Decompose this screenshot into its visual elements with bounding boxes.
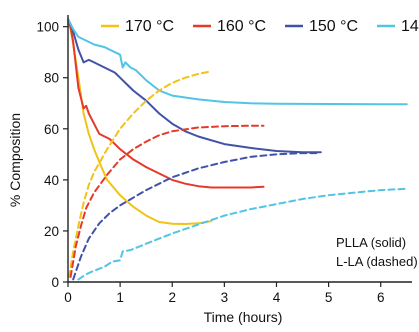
legend-label: 150 °C bbox=[309, 18, 358, 35]
y-tick-label: 40 bbox=[44, 173, 59, 188]
legend: 170 °C 160 °C 150 °C 140 °C bbox=[101, 18, 419, 35]
x-tick-label: 1 bbox=[116, 290, 124, 305]
x-tick-label: 4 bbox=[273, 290, 281, 305]
series-line-lla-140c bbox=[77, 187, 408, 281]
x-axis-ticks: 0 1 2 3 4 5 6 bbox=[64, 282, 384, 305]
series-line-plla-150c bbox=[67, 18, 322, 154]
series-line-plla-140c bbox=[67, 18, 408, 106]
y-tick-label: 80 bbox=[44, 71, 59, 86]
series-line-lla-160c bbox=[69, 124, 265, 278]
annotation-plla: PLLA (solid) bbox=[336, 235, 406, 250]
annotation-lla: L-LA (dashed) bbox=[336, 254, 418, 269]
x-tick-label: 5 bbox=[325, 290, 333, 305]
y-tick-label: 0 bbox=[51, 275, 59, 290]
y-axis-label: % Composition bbox=[7, 113, 23, 207]
y-tick-label: 20 bbox=[44, 224, 59, 239]
legend-label: 170 °C bbox=[125, 18, 174, 35]
axes bbox=[67, 15, 412, 283]
x-tick-label: 3 bbox=[221, 290, 229, 305]
series-line-lla-170c bbox=[68, 70, 213, 278]
y-tick-label: 100 bbox=[36, 20, 59, 35]
legend-label: 140 °C bbox=[401, 18, 419, 35]
series-lines bbox=[67, 18, 408, 281]
x-axis-label: Time (hours) bbox=[204, 309, 283, 325]
legend-label: 160 °C bbox=[217, 18, 266, 35]
series-line-plla-160c bbox=[67, 20, 265, 189]
y-tick-label: 60 bbox=[44, 122, 59, 137]
series-line-lla-150c bbox=[72, 152, 320, 281]
y-axis-ticks: 0 20 40 60 80 100 bbox=[36, 20, 68, 290]
x-tick-label: 6 bbox=[377, 290, 385, 305]
x-tick-label: 0 bbox=[64, 290, 72, 305]
x-tick-label: 2 bbox=[168, 290, 176, 305]
